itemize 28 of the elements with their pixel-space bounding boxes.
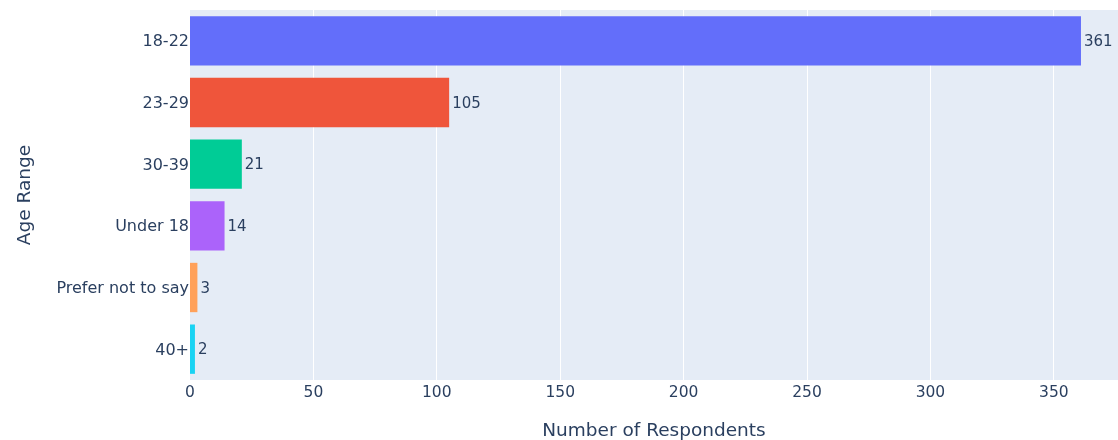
data-label: 21	[244, 155, 264, 174]
y-tick-label: Prefer not to say	[56, 278, 189, 298]
data-label: 14	[227, 216, 247, 235]
y-tick-label: 40+	[155, 339, 189, 359]
x-tick-label: 100	[422, 382, 452, 401]
x-tick-label: 250	[792, 382, 822, 401]
x-tick-label: 200	[668, 382, 699, 401]
bar	[190, 201, 225, 251]
y-tick-label: 18-22	[142, 31, 189, 51]
x-tick-label: 0	[185, 382, 195, 401]
x-tick-label: 50	[303, 382, 324, 401]
x-tick-label: 300	[915, 382, 946, 401]
y-tick-label: 23-29	[142, 93, 189, 113]
bar	[190, 77, 450, 128]
y-tick-label: 30-39	[142, 154, 189, 174]
x-tick-label: 150	[545, 382, 576, 401]
bar	[190, 324, 195, 374]
data-label: 105	[452, 93, 481, 112]
bar	[190, 16, 1081, 66]
x-tick-label: 350	[1039, 382, 1069, 401]
x-axis-title: Number of Respondents	[542, 419, 766, 440]
data-label: 2	[197, 340, 208, 359]
y-axis-title: Age Range	[13, 144, 35, 246]
bar	[190, 262, 198, 313]
data-label: 3	[200, 278, 210, 297]
data-label: 361	[1083, 31, 1113, 50]
bar	[190, 139, 242, 189]
y-tick-label: Under 18	[115, 216, 189, 236]
